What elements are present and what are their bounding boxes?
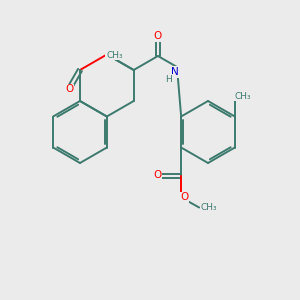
Text: CH₃: CH₃ xyxy=(201,203,218,212)
Text: CH₃: CH₃ xyxy=(106,50,123,59)
Text: N: N xyxy=(171,67,179,77)
Text: O: O xyxy=(65,84,73,94)
Text: H: H xyxy=(166,74,172,83)
Text: O: O xyxy=(153,169,161,179)
Text: O: O xyxy=(106,50,114,59)
Text: O: O xyxy=(154,31,162,41)
Text: CH₃: CH₃ xyxy=(235,92,251,101)
Text: O: O xyxy=(180,193,188,202)
